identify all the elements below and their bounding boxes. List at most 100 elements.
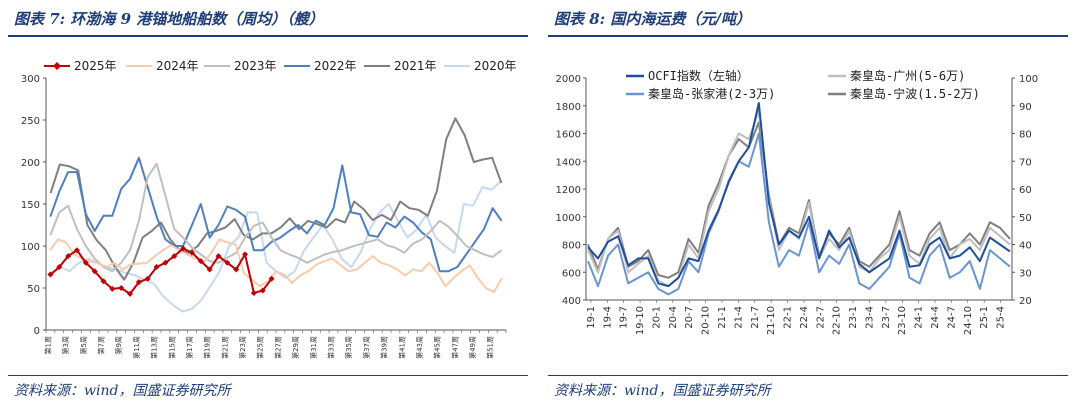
right-left-y-tick-label: 400 bbox=[562, 296, 581, 307]
right-right-y-tick-label: 30 bbox=[1019, 268, 1032, 279]
left-y-tick-label: 200 bbox=[21, 158, 40, 169]
left-series-marker bbox=[233, 266, 240, 273]
right-title-rule bbox=[548, 35, 1068, 37]
left-legend-label: 2025年 bbox=[74, 59, 117, 73]
right-left-y-tick-label: 1200 bbox=[556, 185, 581, 196]
right-legend-label: 秦皇岛-宁波(1.5-2万) bbox=[850, 86, 980, 101]
left-series-marker bbox=[171, 253, 178, 260]
left-series-marker bbox=[259, 287, 266, 294]
right-x-tick-label: 24-10 bbox=[963, 306, 974, 335]
left-x-tick-label: 第51周 bbox=[486, 336, 495, 359]
right-legend-label: 秦皇岛-广州(5-6万) bbox=[850, 68, 965, 83]
left-y-tick-label: 300 bbox=[21, 74, 40, 85]
left-x-tick-label: 第3周 bbox=[61, 336, 70, 354]
right-series-line-0 bbox=[587, 102, 1011, 288]
left-series-line-2023年 bbox=[49, 162, 503, 273]
left-legend-label: 2024年 bbox=[156, 59, 199, 73]
left-chart-svg: 0 50 100 150 200 250 300 第1周 第3周 第5周 第7周 第9周 第11周 第13… bbox=[21, 59, 517, 359]
right-source-rule bbox=[548, 375, 1068, 376]
left-series-marker bbox=[100, 278, 107, 285]
right-right-y-tick-label: 60 bbox=[1019, 185, 1032, 196]
left-source-rule bbox=[8, 375, 528, 376]
right-right-y-tick-label: 50 bbox=[1019, 213, 1032, 224]
right-series-line-1 bbox=[587, 110, 1011, 288]
right-x-tick-label: 21-7 bbox=[750, 306, 761, 329]
left-title-rule bbox=[8, 35, 528, 37]
right-right-y-tick-label: 90 bbox=[1019, 102, 1032, 113]
left-series-line-2021年 bbox=[49, 117, 503, 281]
left-x-tick-label: 第9周 bbox=[114, 336, 123, 354]
left-y-tick-label: 0 bbox=[34, 326, 40, 337]
right-x-tick-label: 23-7 bbox=[881, 306, 892, 329]
right-chart-title: 图表 8: 国内海运费（元/吨） bbox=[554, 10, 751, 28]
right-x-tick-label: 24-4 bbox=[930, 306, 941, 329]
left-series-marker bbox=[180, 245, 187, 252]
right-x-tick-label: 22-1 bbox=[783, 306, 794, 329]
right-right-y-tick-label: 40 bbox=[1019, 241, 1032, 252]
left-series-marker bbox=[65, 253, 72, 260]
right-x-tick-label: 22-7 bbox=[815, 306, 826, 329]
left-chart-title: 图表 7: 环渤海 9 港锚地船舶数（周均）（艘） bbox=[14, 10, 324, 28]
left-x-tick-label: 第39周 bbox=[380, 336, 389, 359]
left-x-tick-label: 第25周 bbox=[256, 336, 265, 359]
left-series-marker bbox=[224, 259, 231, 266]
right-chart-panel: 图表 8: 国内海运费（元/吨） 400 600 800 1000 1200 1400 16… bbox=[548, 0, 1068, 414]
left-series-marker bbox=[242, 251, 249, 258]
right-series-line-3 bbox=[587, 121, 1011, 279]
right-x-tick-label: 25-4 bbox=[996, 306, 1007, 329]
right-right-y-tick-label: 20 bbox=[1019, 296, 1032, 307]
left-legend-label: 2021年 bbox=[394, 59, 437, 73]
right-x-tick-label: 23-10 bbox=[897, 306, 908, 335]
left-series-marker bbox=[188, 249, 195, 256]
left-x-tick-label: 第45周 bbox=[433, 336, 442, 359]
right-x-tick-label: 20-4 bbox=[668, 306, 679, 329]
left-series-marker bbox=[268, 275, 275, 282]
right-x-tick-label: 21-1 bbox=[717, 306, 728, 329]
left-x-tick-label: 第7周 bbox=[97, 336, 106, 354]
left-series-marker bbox=[144, 275, 151, 282]
right-right-y-tick-label: 70 bbox=[1019, 157, 1032, 168]
left-x-tick-label: 第23周 bbox=[238, 336, 247, 359]
left-x-tick-label: 第17周 bbox=[185, 336, 194, 359]
left-series-marker bbox=[162, 259, 169, 266]
right-source-text: 资料来源：wind，国盛证券研究所 bbox=[554, 383, 771, 399]
left-x-tick-label: 第41周 bbox=[397, 336, 406, 359]
right-x-tick-label: 23-1 bbox=[848, 306, 859, 329]
right-x-tick-label: 20-1 bbox=[651, 306, 662, 329]
right-left-y-tick-label: 1000 bbox=[556, 213, 581, 224]
left-x-tick-label: 第19周 bbox=[203, 336, 212, 359]
right-left-y-tick-label: 1600 bbox=[556, 130, 581, 141]
right-x-tick-label: 25-1 bbox=[979, 306, 990, 329]
left-series-marker bbox=[206, 266, 213, 273]
left-legend-marker bbox=[53, 62, 61, 70]
right-x-tick-label: 24-1 bbox=[914, 306, 925, 329]
left-x-tick-label: 第49周 bbox=[468, 336, 477, 359]
left-series-marker bbox=[47, 271, 54, 278]
right-x-tick-label: 23-4 bbox=[864, 306, 875, 329]
left-x-tick-label: 第27周 bbox=[273, 336, 282, 359]
right-left-y-tick-label: 800 bbox=[562, 241, 581, 252]
right-left-y-tick-label: 600 bbox=[562, 268, 581, 279]
left-x-tick-label: 第47周 bbox=[450, 336, 459, 359]
right-x-tick-label: 19-1 bbox=[586, 306, 597, 329]
right-x-tick-label: 22-10 bbox=[832, 306, 843, 335]
right-left-y-tick-label: 1400 bbox=[556, 157, 581, 168]
left-series-marker bbox=[153, 264, 160, 270]
left-x-tick-label: 第1周 bbox=[43, 336, 52, 354]
left-legend-label: 2020年 bbox=[474, 59, 517, 73]
left-source-text: 资料来源：wind，国盛证券研究所 bbox=[14, 383, 231, 399]
left-series-marker bbox=[91, 268, 98, 275]
right-chart-svg: 400 600 800 1000 1200 1400 1600 1800 2000 20 30 40 5… bbox=[556, 68, 1039, 335]
left-series-marker bbox=[73, 247, 80, 254]
left-x-tick-label: 第31周 bbox=[309, 336, 318, 359]
right-left-y-tick-label: 2000 bbox=[556, 74, 581, 85]
right-right-y-tick-label: 80 bbox=[1019, 130, 1032, 141]
left-series-marker bbox=[82, 259, 89, 266]
right-legend-label: 秦皇岛-张家港(2-3万) bbox=[648, 86, 775, 101]
left-x-tick-label: 第35周 bbox=[344, 336, 353, 359]
right-left-y-tick-label: 1800 bbox=[556, 102, 581, 113]
left-x-tick-label: 第21周 bbox=[220, 336, 229, 359]
left-y-tick-label: 50 bbox=[27, 284, 40, 295]
left-x-tick-label: 第43周 bbox=[415, 336, 424, 359]
right-x-tick-label: 19-10 bbox=[635, 306, 646, 335]
